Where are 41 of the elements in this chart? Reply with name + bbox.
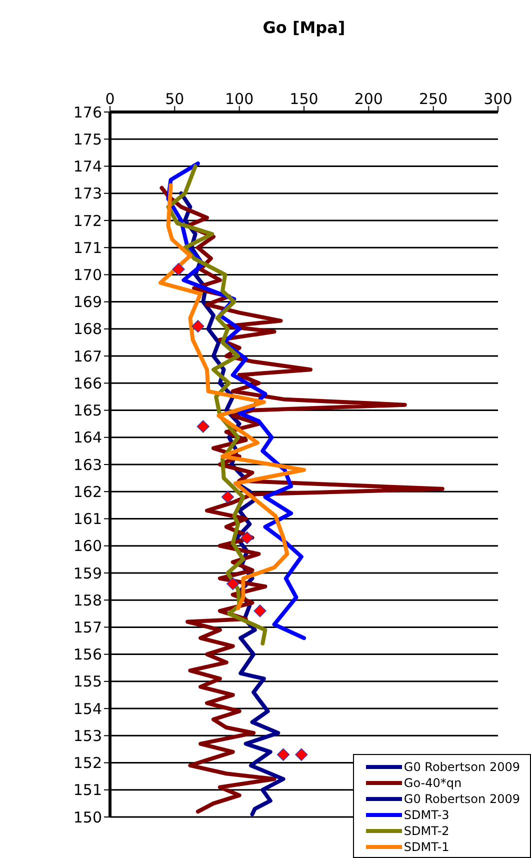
legend-label: SDMT-1	[404, 840, 450, 854]
y-tick-label: 168	[73, 320, 102, 338]
x-tick-label: 150	[290, 90, 318, 108]
legend-label: Go-40*qn	[404, 776, 462, 790]
y-tick-label: 176	[73, 103, 102, 122]
y-tick-label: 162	[73, 482, 102, 501]
x-tick-label: 50	[165, 90, 184, 108]
x-tick-label: 300	[484, 90, 512, 108]
y-tick-label: 161	[73, 510, 102, 528]
y-tick-label: 166	[73, 374, 102, 392]
y-tick-label: 150	[73, 808, 102, 826]
x-tick-label: 100	[225, 90, 254, 108]
x-axis-title: Go [Mpa]	[262, 18, 346, 37]
y-tick-label: 157	[73, 618, 102, 637]
y-tick-label: 160	[73, 537, 102, 556]
y-tick-label: 158	[73, 591, 102, 610]
y-tick-label: 175	[73, 130, 102, 148]
y-tick-label: 171	[73, 238, 102, 257]
y-tick-label: 155	[73, 672, 102, 691]
y-tick-label: 159	[73, 564, 102, 582]
y-tick-label: 169	[73, 293, 102, 312]
y-tick-label: 174	[73, 158, 102, 176]
y-tick-label: 172	[73, 212, 102, 230]
x-tick-label: 250	[419, 90, 448, 108]
y-tick-label: 154	[73, 700, 102, 718]
y-tick-label: 156	[73, 646, 102, 664]
legend-label: SDMT-3	[404, 808, 450, 822]
y-tick-label: 153	[73, 726, 102, 745]
y-tick-label: 165	[73, 402, 102, 420]
y-tick-label: 167	[73, 347, 102, 366]
y-tick-label: 163	[73, 456, 102, 474]
legend-label: G0 Robertson 2009	[404, 792, 520, 806]
x-tick-label: 200	[354, 90, 383, 108]
x-tick-label: 0	[105, 90, 115, 108]
y-tick-label: 164	[73, 428, 102, 447]
y-tick-label: 173	[73, 184, 102, 203]
legend-label: SDMT-2	[404, 824, 450, 838]
y-tick-label: 152	[73, 754, 102, 772]
y-tick-label: 151	[73, 781, 102, 800]
y-tick-label: 170	[73, 266, 102, 284]
legend-label: G0 Robertson 2009	[404, 760, 520, 774]
